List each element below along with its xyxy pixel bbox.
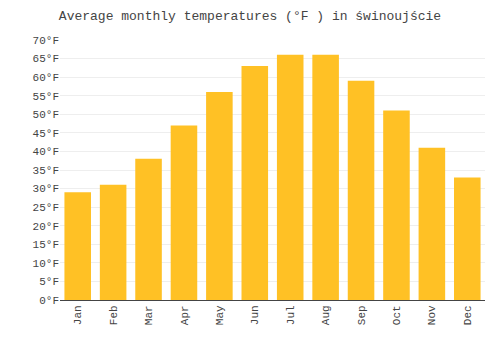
svg-text:Jan: Jan — [72, 305, 84, 325]
svg-text:Mar: Mar — [143, 305, 155, 325]
svg-text:20°F: 20°F — [33, 221, 59, 233]
svg-text:45°F: 45°F — [33, 128, 59, 140]
svg-text:Apr: Apr — [179, 305, 191, 325]
svg-text:Sep: Sep — [356, 305, 368, 325]
svg-text:Oct: Oct — [391, 305, 403, 325]
svg-text:40°F: 40°F — [33, 146, 59, 158]
svg-text:55°F: 55°F — [33, 91, 59, 103]
svg-text:5°F: 5°F — [39, 276, 59, 288]
svg-text:10°F: 10°F — [33, 258, 59, 270]
svg-text:Aug: Aug — [320, 305, 332, 325]
svg-text:25°F: 25°F — [33, 202, 59, 214]
svg-text:35°F: 35°F — [33, 165, 59, 177]
svg-text:65°F: 65°F — [33, 53, 59, 65]
svg-text:Average monthly temperatures (: Average monthly temperatures (°F ) in św… — [59, 9, 441, 24]
svg-text:50°F: 50°F — [33, 109, 59, 121]
svg-text:Jul: Jul — [285, 305, 297, 325]
svg-text:0°F: 0°F — [39, 295, 59, 307]
svg-text:Feb: Feb — [108, 305, 120, 325]
svg-text:Jun: Jun — [249, 305, 261, 325]
svg-text:60°F: 60°F — [33, 72, 59, 84]
svg-text:Dec: Dec — [462, 305, 474, 325]
svg-text:15°F: 15°F — [33, 239, 59, 251]
svg-text:May: May — [214, 305, 226, 325]
svg-text:Nov: Nov — [426, 305, 438, 325]
svg-text:30°F: 30°F — [33, 183, 59, 195]
svg-text:70°F: 70°F — [33, 35, 59, 47]
